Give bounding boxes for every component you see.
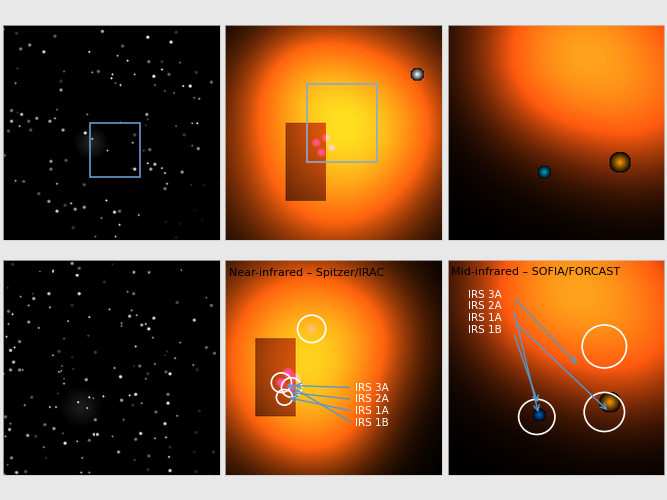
Text: IRS 3A: IRS 3A bbox=[355, 382, 389, 392]
Text: Mid-infrared – SOFIA/FORCAST: Mid-infrared – SOFIA/FORCAST bbox=[451, 268, 620, 278]
Text: IRS 1A: IRS 1A bbox=[468, 313, 502, 323]
Text: IRS 2A: IRS 2A bbox=[468, 302, 502, 312]
Bar bbox=[89, 123, 140, 177]
Text: IRS 2A: IRS 2A bbox=[355, 394, 389, 404]
Text: IRS 3A: IRS 3A bbox=[468, 290, 502, 300]
Text: IRS 1B: IRS 1B bbox=[468, 325, 502, 335]
Text: IRS 1B: IRS 1B bbox=[355, 418, 389, 428]
Text: Near-infrared – Spitzer/IRAC: Near-infrared – Spitzer/IRAC bbox=[229, 268, 384, 278]
Bar bbox=[307, 84, 377, 162]
Text: Visible light – Digitized Sky Survey: Visible light – Digitized Sky Survey bbox=[7, 268, 199, 278]
Text: IRS 1A: IRS 1A bbox=[355, 406, 389, 416]
